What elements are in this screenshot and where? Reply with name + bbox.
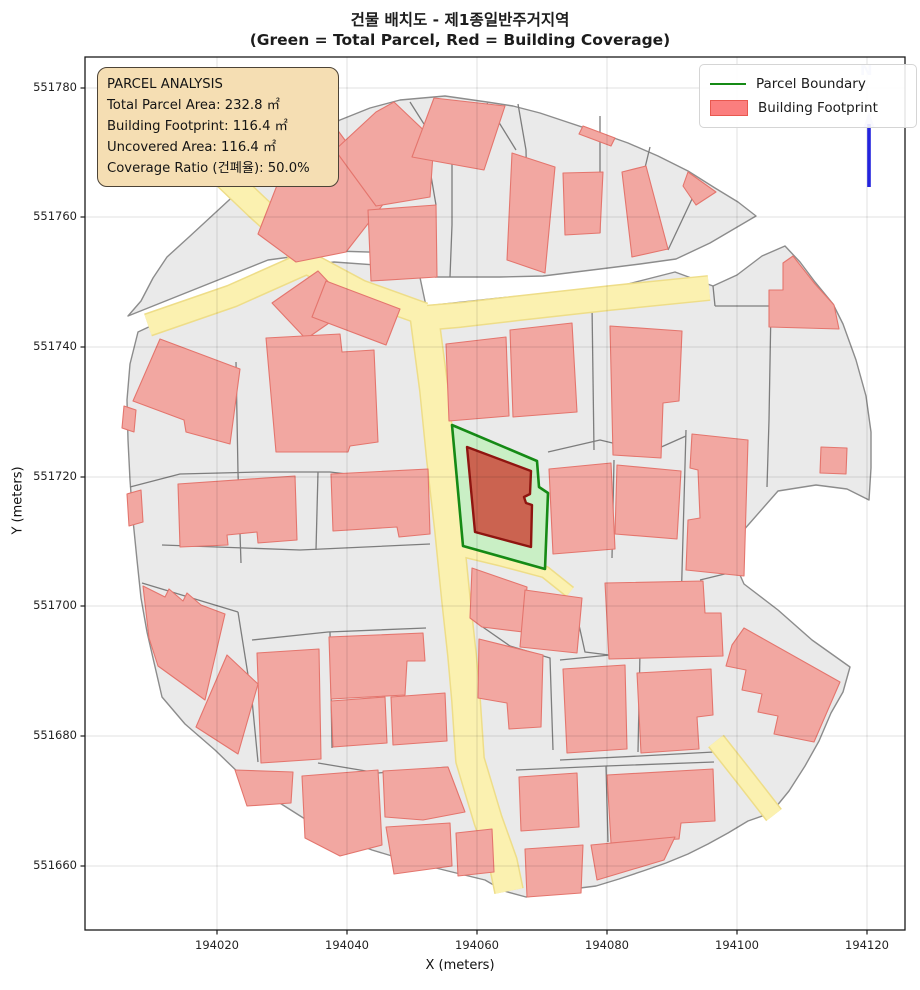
building-footprint — [614, 464, 682, 540]
parcel-line — [712, 285, 716, 307]
building-footprint — [590, 836, 676, 881]
legend-label: Parcel Boundary — [756, 76, 866, 92]
y-tick-label: 551700 — [33, 598, 77, 612]
legend: Parcel Boundary Building Footprint — [699, 64, 917, 128]
building-footprint — [636, 668, 714, 754]
page-subtitle: (Green = Total Parcel, Red = Building Co… — [249, 31, 671, 49]
building-footprint — [367, 204, 438, 282]
building-footprint — [311, 280, 401, 346]
legend-item-building-footprint: Building Footprint — [710, 96, 906, 120]
building-footprint — [477, 638, 544, 730]
y-tick-label: 551740 — [33, 339, 77, 353]
building-footprint — [548, 462, 616, 555]
road-main-south — [410, 312, 523, 894]
y-tick-label: 551680 — [33, 728, 77, 742]
parcel-line — [605, 765, 609, 843]
building-footprint — [819, 446, 848, 475]
x-tick-label: 194100 — [715, 938, 759, 952]
parcel-analysis-title: PARCEL ANALYSIS — [107, 77, 223, 92]
parcel-analysis-box: PARCEL ANALYSIS Total Parcel Area: 232.8… — [97, 67, 339, 187]
x-tick-label: 194020 — [195, 938, 239, 952]
parcel-analysis-line: Building Footprint: 116.4 ㎡ — [107, 119, 288, 134]
building-footprint — [411, 97, 506, 171]
building-footprint — [330, 696, 388, 748]
building-footprint — [132, 338, 241, 445]
y-tick-label: 551780 — [33, 80, 77, 94]
building-footprint — [126, 489, 144, 527]
building-footprint — [301, 769, 383, 857]
building-footprint — [562, 664, 628, 754]
building-footprint — [725, 627, 841, 743]
building-footprint — [195, 654, 259, 755]
building-footprint — [604, 580, 724, 660]
x-axis-label: X (meters) — [425, 958, 495, 973]
parcel-line — [251, 627, 427, 641]
highlight-building-footprint — [465, 445, 534, 549]
building-footprint — [682, 171, 717, 206]
y-tick-label: 551660 — [33, 858, 77, 872]
x-tick-label: 194080 — [585, 938, 629, 952]
building-footprint — [518, 772, 580, 832]
building-footprint — [578, 125, 616, 147]
red-patch-swatch — [710, 100, 748, 116]
x-tick-label: 194040 — [325, 938, 369, 952]
road-stub — [448, 543, 574, 596]
building-footprint — [121, 405, 137, 433]
green-line-swatch — [710, 83, 746, 85]
building-footprint — [506, 152, 556, 274]
building-footprint — [382, 766, 466, 821]
road-east — [423, 276, 711, 330]
building-footprint — [234, 769, 294, 807]
building-footprint — [509, 322, 578, 418]
building-footprint — [330, 468, 431, 538]
parcel-line — [315, 471, 319, 551]
building-footprint — [609, 325, 683, 459]
building-footprint — [455, 828, 495, 877]
parcel-analysis-line: Coverage Ratio (건폐율): 50.0% — [107, 161, 310, 176]
building-footprint — [328, 632, 426, 700]
plot-frame — [84, 56, 906, 931]
parcel-line — [715, 305, 772, 488]
road-fork-east — [299, 251, 428, 324]
legend-item-parcel-boundary: Parcel Boundary — [710, 72, 906, 96]
building-footprint — [177, 475, 298, 548]
x-tick-label: 194060 — [455, 938, 499, 952]
page-title: 건물 배치도 - 제1종일반주거지역 — [350, 11, 570, 29]
building-footprint — [519, 589, 583, 654]
x-tick-label: 194120 — [845, 938, 889, 952]
building-footprint — [445, 336, 510, 422]
parcel-line — [161, 543, 431, 551]
parcel-line — [559, 751, 715, 761]
building-footprint — [385, 822, 453, 875]
building-footprint — [524, 844, 584, 898]
y-tick-label: 551760 — [33, 209, 77, 223]
building-footprint — [562, 171, 604, 236]
legend-label: Building Footprint — [758, 100, 878, 116]
parcel-analysis-line: Total Parcel Area: 232.8 ㎡ — [107, 98, 280, 113]
building-footprint — [265, 333, 379, 453]
building-footprint — [142, 585, 226, 701]
road-west — [144, 253, 311, 335]
road-southeast — [709, 735, 781, 821]
building-footprint — [685, 433, 749, 577]
building-footprint — [768, 255, 840, 330]
building-footprint — [390, 692, 448, 746]
building-footprint — [469, 567, 528, 633]
map-layers — [85, 57, 905, 930]
parcel-line — [591, 304, 595, 451]
parcel-analysis-line: Uncovered Area: 116.4 ㎡ — [107, 140, 277, 155]
building-footprint — [621, 165, 669, 258]
building-footprint — [256, 648, 322, 764]
y-tick-label: 551720 — [33, 469, 77, 483]
